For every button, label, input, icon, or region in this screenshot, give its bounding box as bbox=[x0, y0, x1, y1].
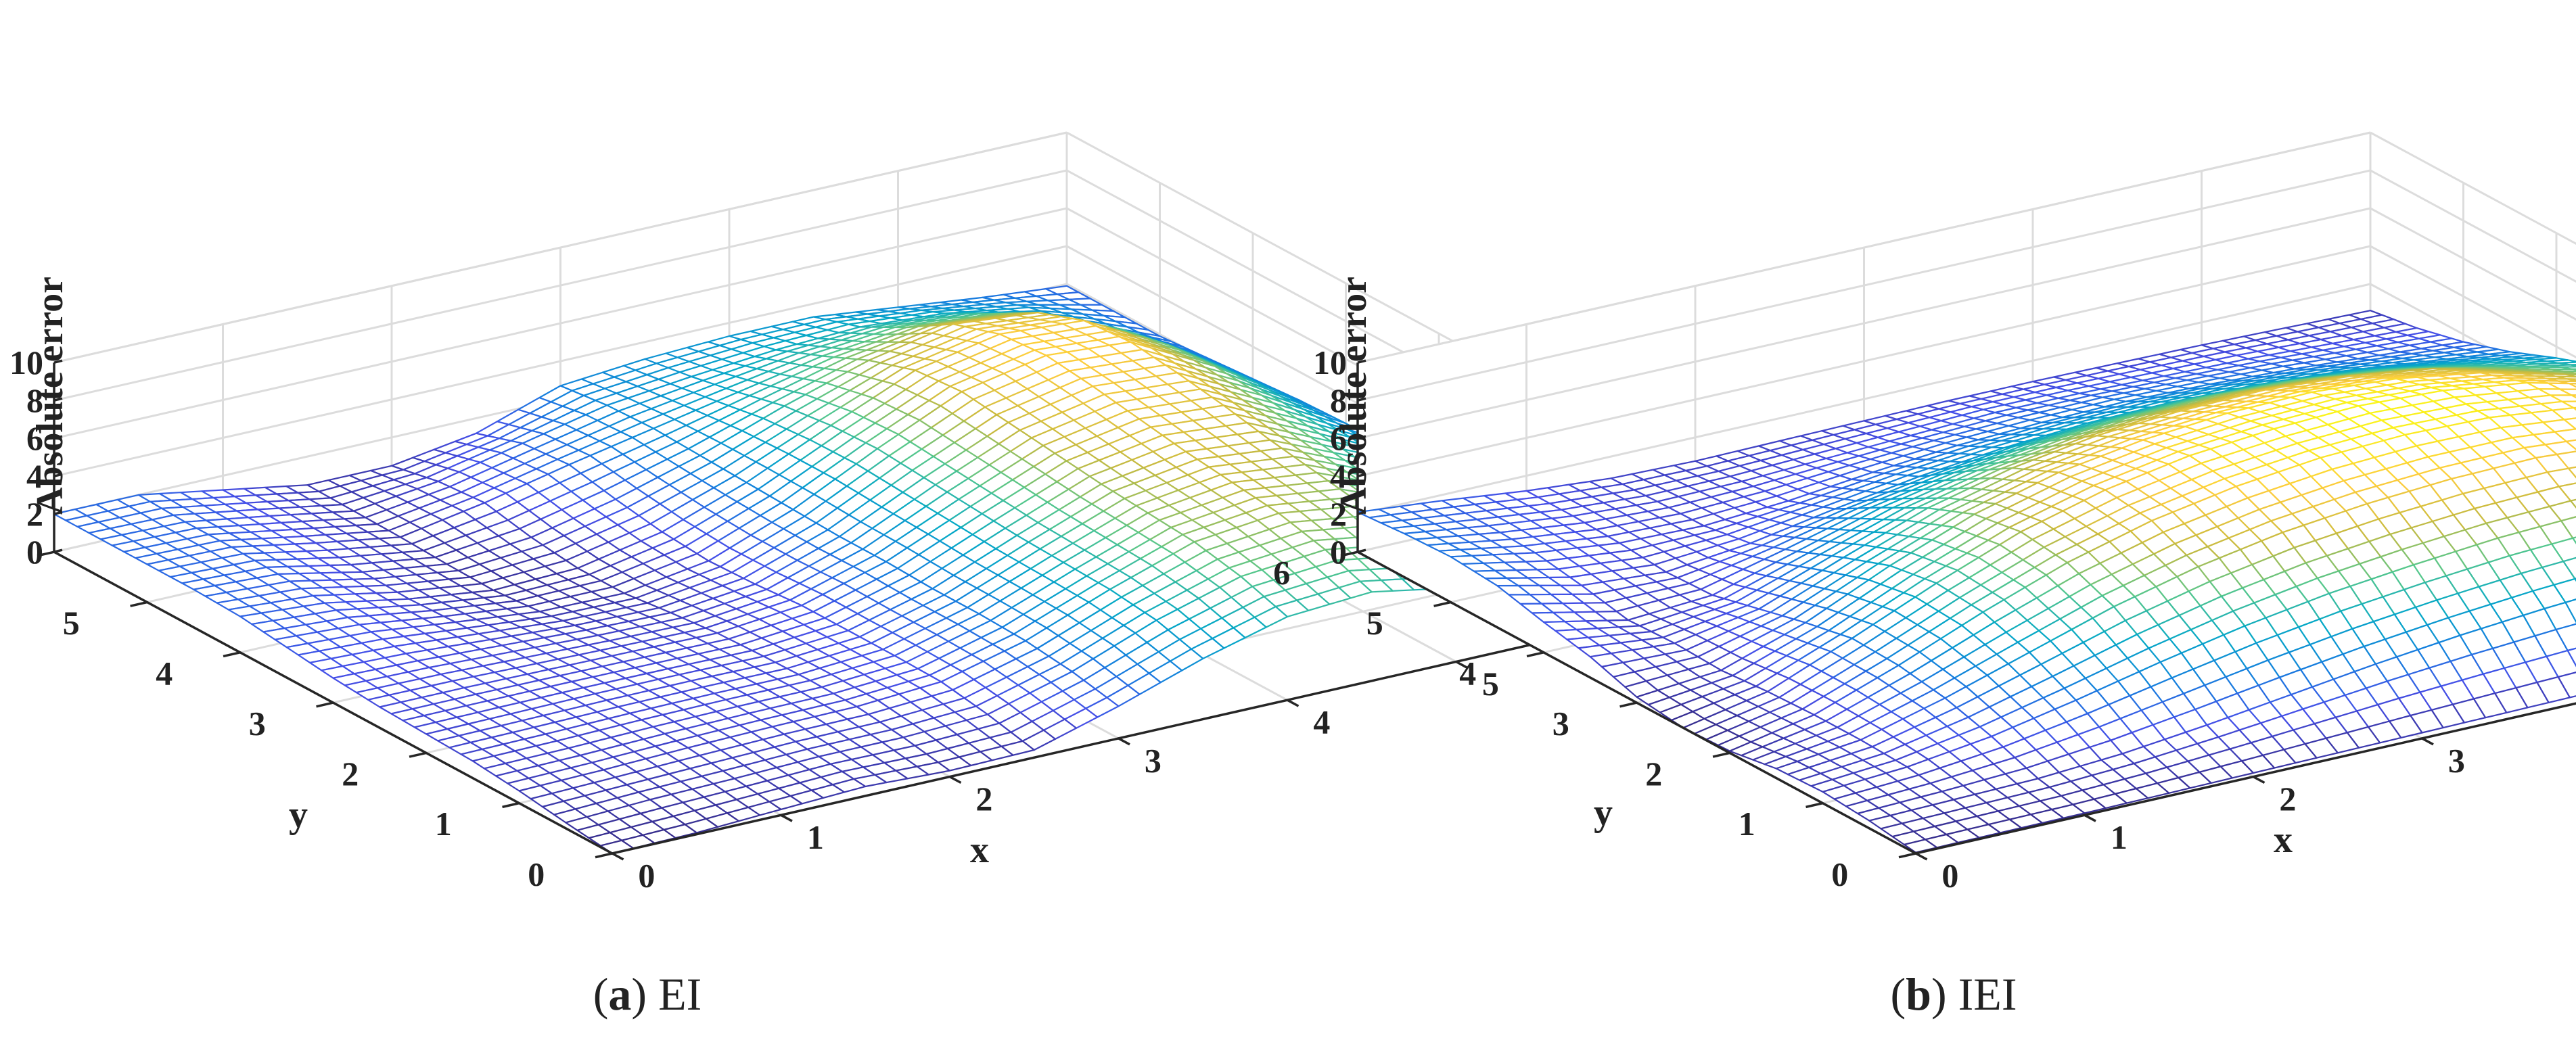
gridline bbox=[2370, 131, 2576, 245]
y-tick-label: 3 bbox=[249, 705, 266, 743]
gridline bbox=[1357, 207, 2371, 440]
panel-b-y-axis-label: y bbox=[1594, 792, 1613, 834]
y-tick-label: 5 bbox=[1366, 604, 1383, 642]
z-tick-mark bbox=[53, 473, 63, 477]
panel-b-z-axis-label: Absolute error bbox=[1333, 277, 1375, 515]
panel-b-caption-text: IEI bbox=[1958, 968, 2017, 1020]
y-tick-label: 2 bbox=[1645, 755, 1662, 793]
z-tick-mark bbox=[53, 359, 63, 364]
gridline bbox=[2370, 283, 2576, 396]
panel-a-z-axis-label: Absolute error bbox=[29, 277, 71, 515]
x-tick-mark bbox=[780, 814, 793, 822]
z-tick-label: 6 bbox=[26, 419, 43, 457]
panel-a-caption-letter: a bbox=[608, 968, 631, 1020]
panel-b-caption: (b) IEI bbox=[1891, 968, 2017, 1020]
x-tick-label: 5 bbox=[1482, 665, 1499, 703]
x-tick-mark bbox=[2253, 776, 2266, 784]
x-tick-mark bbox=[612, 852, 624, 861]
y-tick-label: 2 bbox=[342, 755, 359, 793]
panel-b-x-axis-label: x bbox=[2274, 819, 2293, 861]
x-tick-label: 1 bbox=[2111, 818, 2128, 856]
panel-a-caption-text: EI bbox=[658, 968, 702, 1020]
panel-a-y-axis-label: y bbox=[289, 794, 308, 836]
panel-b-surface-mesh bbox=[1356, 310, 2576, 853]
x-tick-label: 3 bbox=[1145, 741, 1162, 779]
x-tick-mark bbox=[1915, 852, 1928, 861]
gridline bbox=[2370, 207, 2576, 321]
z-tick-mark bbox=[53, 548, 63, 553]
x-tick-mark bbox=[2421, 737, 2434, 746]
x-tick-mark bbox=[2084, 814, 2096, 822]
y-tick-mark bbox=[1898, 852, 1916, 859]
panel-b: 012345601234560246810 Absolute error x y… bbox=[1273, 131, 2576, 1020]
gridline bbox=[1357, 131, 2371, 364]
gridline bbox=[1357, 169, 2371, 402]
x-tick-label: 2 bbox=[975, 780, 992, 818]
panel-b-caption-letter: b bbox=[1906, 968, 1931, 1020]
z-tick-label: 2 bbox=[26, 495, 43, 533]
y-tick-mark bbox=[1526, 651, 1544, 658]
y-tick-label: 4 bbox=[1459, 654, 1476, 692]
x-tick-label: 0 bbox=[638, 857, 655, 895]
y-tick-mark bbox=[1712, 751, 1730, 758]
z-tick-label: 10 bbox=[9, 344, 43, 381]
gridline bbox=[53, 207, 1067, 440]
y-tick-mark bbox=[130, 601, 147, 607]
y-tick-mark bbox=[223, 651, 241, 658]
z-tick-mark bbox=[53, 511, 63, 515]
x-tick-mark bbox=[949, 776, 962, 784]
y-tick-mark bbox=[316, 701, 334, 708]
x-tick-mark bbox=[1455, 660, 1468, 669]
y-tick-mark bbox=[502, 801, 520, 809]
y-tick-mark bbox=[409, 751, 427, 758]
z-tick-label: 0 bbox=[1330, 533, 1347, 571]
x-tick-label: 4 bbox=[1313, 703, 1330, 741]
gridline bbox=[1357, 245, 2371, 477]
y-tick-label: 5 bbox=[63, 604, 80, 642]
z-tick-label: 4 bbox=[26, 457, 43, 495]
gridline bbox=[53, 169, 1067, 402]
x-tick-mark bbox=[1287, 699, 1300, 707]
y-tick-mark bbox=[595, 852, 613, 859]
x-tick-label: 3 bbox=[2448, 741, 2465, 779]
y-tick-label: 1 bbox=[1739, 805, 1755, 843]
y-tick-label: 4 bbox=[156, 654, 172, 692]
gridline bbox=[53, 245, 1067, 477]
gridline bbox=[53, 131, 1067, 364]
y-tick-label: 1 bbox=[435, 805, 452, 843]
y-tick-label: 3 bbox=[1552, 705, 1569, 743]
y-tick-label: 6 bbox=[1273, 554, 1290, 592]
panel-a: 012345601234560246810 Absolute error x y… bbox=[9, 131, 1668, 1020]
y-tick-mark bbox=[1619, 701, 1637, 708]
panel-a-x-axis-label: x bbox=[970, 829, 989, 871]
y-tick-mark bbox=[37, 550, 55, 557]
gridline bbox=[2370, 169, 2576, 283]
y-tick-label: 0 bbox=[528, 855, 545, 893]
panel-a-caption: (a) EI bbox=[593, 968, 702, 1020]
z-tick-mark bbox=[53, 397, 63, 402]
gridline bbox=[1357, 283, 2371, 515]
panel-a-surface-mesh bbox=[53, 285, 1626, 855]
z-tick-label: 8 bbox=[26, 381, 43, 419]
gridline bbox=[2370, 245, 2576, 358]
y-tick-label: 0 bbox=[1831, 855, 1848, 893]
z-tick-label: 0 bbox=[26, 533, 43, 571]
y-tick-mark bbox=[1806, 801, 1823, 809]
x-tick-label: 1 bbox=[807, 818, 824, 856]
x-tick-mark bbox=[1118, 737, 1130, 746]
z-tick-mark bbox=[53, 435, 63, 440]
x-tick-label: 0 bbox=[1941, 857, 1958, 895]
x-tick-label: 2 bbox=[2279, 780, 2296, 818]
